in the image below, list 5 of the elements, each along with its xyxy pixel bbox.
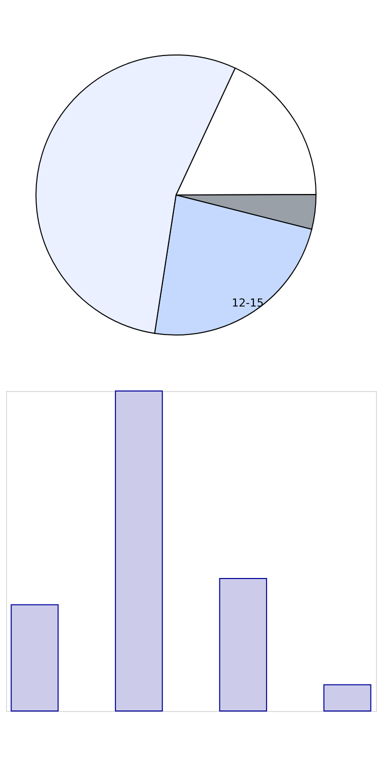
bar [323,684,372,712]
slice-label: 12-15 [232,296,264,310]
bar [219,578,268,712]
bar [114,390,163,712]
bar [10,604,59,712]
